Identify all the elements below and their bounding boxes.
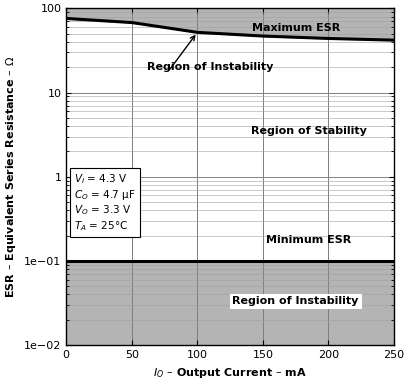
Text: Minimum ESR: Minimum ESR [266,235,351,245]
X-axis label: $I_O$ – Output Current – mA: $I_O$ – Output Current – mA [153,366,307,379]
Text: Maximum ESR: Maximum ESR [252,23,340,33]
Text: Region of Instability: Region of Instability [147,62,274,72]
Y-axis label: ESR – Equivalent Series Resistance – $\Omega$: ESR – Equivalent Series Resistance – $\O… [4,56,18,298]
Text: Region of Stability: Region of Stability [251,126,367,136]
Text: $V_I$ = 4.3 V
$C_O$ = 4.7 μF
$V_O$ = 3.3 V
$T_A$ = 25°C: $V_I$ = 4.3 V $C_O$ = 4.7 μF $V_O$ = 3.3… [74,172,136,233]
Text: Region of Instability: Region of Instability [232,296,359,306]
